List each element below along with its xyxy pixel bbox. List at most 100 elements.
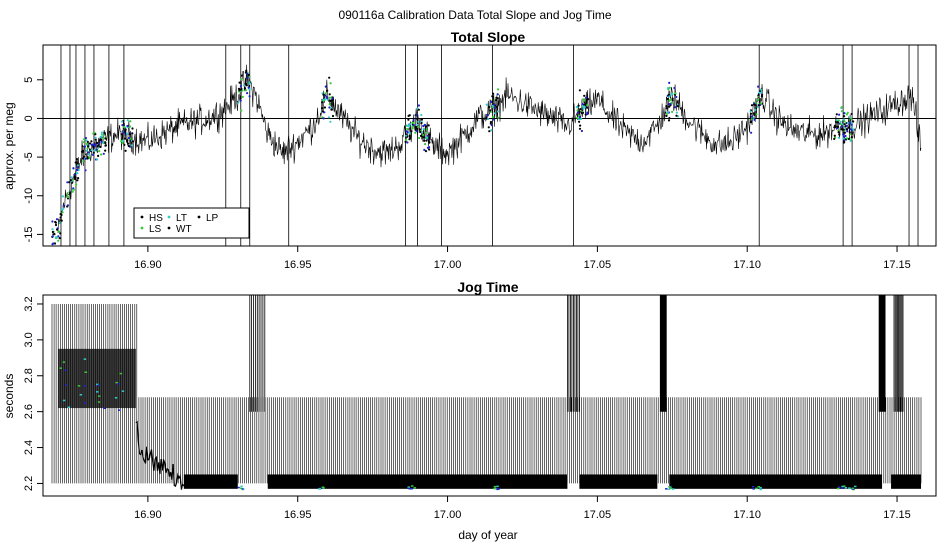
calibration-point: [492, 92, 495, 95]
calibration-point: [51, 230, 55, 234]
calibration-point: [428, 141, 431, 144]
calibration-point: [582, 107, 585, 110]
calibration-point: [581, 103, 584, 106]
calibration-point: [321, 110, 324, 113]
calibration-point: [418, 136, 421, 140]
jog-time-calibration-marker: [493, 485, 497, 488]
calibration-point: [491, 106, 494, 109]
jog-time-calibration-marker: [665, 488, 668, 490]
calibration-point: [497, 116, 500, 119]
calibration-point: [418, 128, 421, 131]
legend-marker-lt: [167, 215, 171, 219]
jog-time-calibration-marker: [79, 394, 83, 396]
total-slope-y-tick-label: 0: [23, 115, 35, 121]
calibration-point: [121, 120, 124, 123]
calibration-point: [417, 104, 420, 107]
jog-time-calibration-marker: [843, 485, 846, 487]
jog-time-baseline-band: [669, 474, 883, 489]
calibration-point: [248, 81, 251, 84]
calibration-point: [576, 116, 579, 119]
calibration-point: [586, 106, 589, 109]
calibration-point: [495, 105, 499, 109]
calibration-point: [427, 124, 430, 127]
calibration-point: [66, 195, 70, 198]
calibration-point: [496, 110, 499, 113]
calibration-point: [578, 110, 581, 113]
jog-time-calibration-marker: [851, 487, 854, 490]
calibration-point: [586, 112, 589, 116]
legend-label-lt: LT: [176, 213, 187, 224]
calibration-point: [580, 129, 584, 133]
calibration-point: [414, 131, 417, 134]
calibration-point: [750, 115, 754, 118]
legend-label-wt: WT: [176, 224, 192, 235]
calibration-point: [66, 181, 69, 184]
calibration-point: [87, 153, 91, 156]
calibration-point: [840, 128, 843, 131]
calibration-point: [848, 116, 852, 119]
calibration-point: [83, 138, 86, 141]
calibration-point: [85, 139, 88, 142]
jog-time-spike: [659, 295, 667, 412]
calibration-point: [120, 133, 123, 136]
calibration-point: [578, 127, 582, 130]
jog-time-calibration-marker: [667, 488, 671, 490]
calibration-point: [833, 137, 836, 140]
calibration-point: [101, 137, 104, 140]
jog-time-spike: [567, 295, 580, 412]
jog-time-calibration-marker: [121, 390, 125, 392]
calibration-point: [121, 142, 124, 145]
jog-time-calibration-marker: [62, 361, 65, 363]
jog-time-calibration-marker: [96, 383, 99, 386]
calibration-point: [846, 121, 849, 124]
jog-time-calibration-marker: [97, 395, 101, 397]
calibration-point: [840, 110, 844, 113]
calibration-point: [845, 124, 848, 127]
calibration-point: [578, 89, 582, 92]
calibration-point: [417, 120, 420, 123]
legend-marker-hs: [140, 215, 144, 219]
calibration-point: [72, 188, 75, 191]
calibration-point: [321, 101, 324, 104]
calibration-point: [240, 109, 243, 112]
calibration-point: [131, 132, 134, 135]
calibration-point: [490, 129, 493, 132]
jog-time-calibration-marker: [751, 486, 755, 488]
jog-time-spike: [878, 295, 886, 412]
calibration-point: [410, 130, 413, 133]
calibration-point: [668, 95, 671, 98]
calibration-point: [59, 232, 62, 235]
calibration-point: [578, 120, 581, 123]
calibration-point: [674, 106, 677, 109]
jog-time-calibration-marker: [118, 409, 121, 411]
jog-time-calibration-marker: [844, 487, 848, 489]
calibration-point: [62, 204, 65, 207]
jog-time-calibration-marker: [669, 485, 672, 488]
calibration-point: [575, 106, 578, 109]
calibration-point: [74, 161, 77, 164]
calibration-point: [129, 120, 132, 123]
jog-time-calibration-marker: [408, 487, 411, 490]
jog-time-y-tick-label: 3.2: [23, 296, 35, 311]
calibration-point: [487, 117, 490, 121]
jog-time-calibration-marker: [83, 385, 87, 387]
calibration-point: [59, 216, 62, 219]
total-slope-data: [43, 45, 936, 246]
calibration-point: [837, 136, 841, 139]
calibration-point: [417, 108, 420, 111]
calibration-point: [331, 97, 334, 100]
calibration-point: [675, 95, 678, 99]
calibration-point: [406, 141, 409, 144]
jog-time-calibration-marker: [103, 407, 106, 409]
jog-time-calibration-marker: [83, 402, 87, 404]
calibration-point: [66, 193, 69, 196]
calibration-point: [493, 118, 496, 121]
calibration-point: [246, 92, 249, 95]
calibration-point: [491, 95, 494, 98]
jog-time-x-ticks: 16.90 16.95 17.00 17.05 17.10 17.15: [134, 496, 911, 521]
calibration-point: [411, 127, 414, 130]
calibration-point: [54, 223, 58, 227]
calibration-point: [851, 125, 854, 128]
calibration-point: [422, 127, 425, 131]
calibration-point: [324, 85, 327, 88]
